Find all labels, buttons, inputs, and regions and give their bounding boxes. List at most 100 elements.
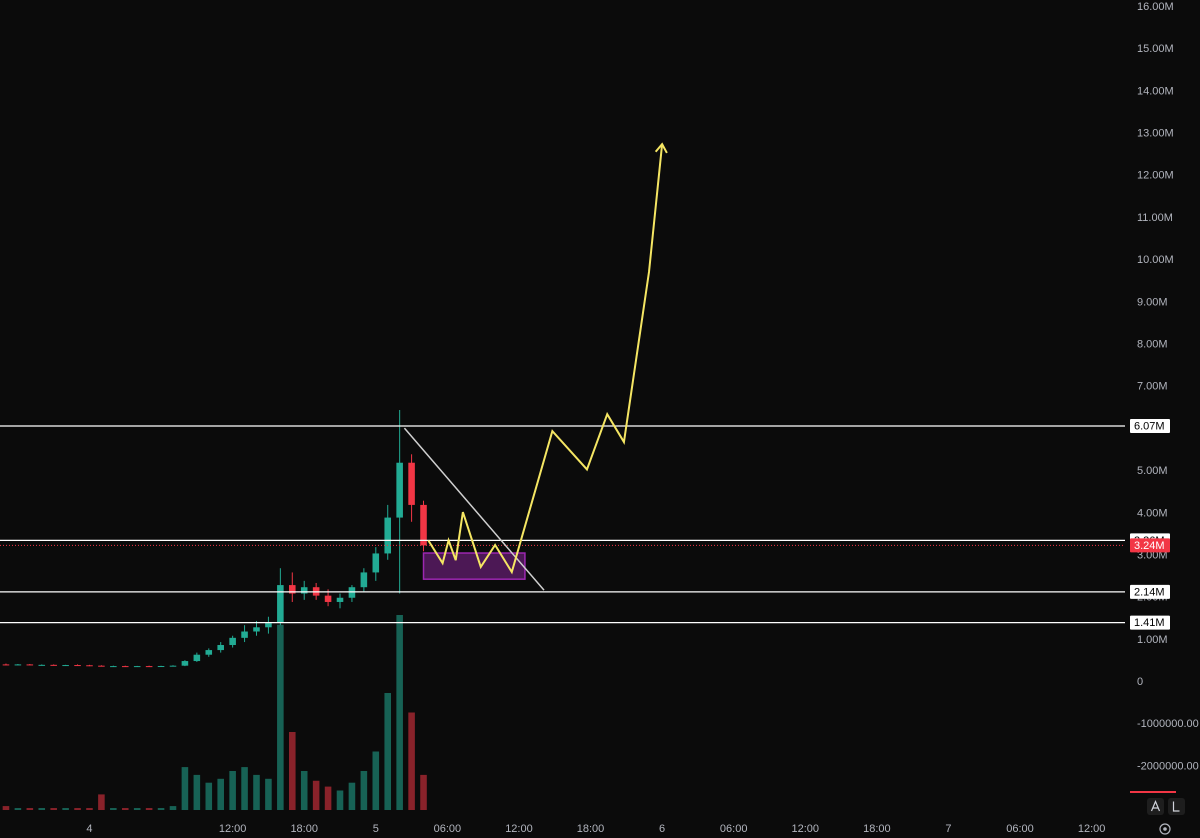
- volume-bar: [312, 780, 320, 810]
- candle-body: [26, 664, 34, 666]
- candle-body: [121, 666, 129, 668]
- trendline: [403, 427, 545, 591]
- candle-body: [98, 665, 105, 667]
- log-button[interactable]: [1168, 798, 1185, 815]
- y-tick-label: 15.00M: [1137, 43, 1174, 55]
- volume-bar: [265, 778, 272, 810]
- volume-bar: [145, 808, 153, 810]
- x-tick-label: 18:00: [290, 823, 318, 835]
- volume-bar: [62, 808, 69, 810]
- candle-body: [253, 627, 260, 632]
- candle-body: [157, 666, 165, 668]
- y-tick-label: 7.00M: [1137, 381, 1168, 393]
- y-tick-label: 5.00M: [1137, 465, 1168, 477]
- level-label-bg: [1130, 584, 1170, 599]
- log-icon[interactable]: [1172, 801, 1180, 812]
- volume-bar: [110, 808, 117, 810]
- candle-body: [169, 665, 177, 667]
- volume-pane: [2, 615, 427, 810]
- volume-bar: [26, 808, 34, 810]
- volume-bar: [14, 808, 22, 810]
- candle-body: [348, 587, 356, 598]
- volume-bar: [2, 806, 10, 810]
- volume-bar: [324, 786, 332, 810]
- candle-body: [420, 504, 427, 546]
- x-tick-label: 18:00: [863, 823, 891, 835]
- volume-bar: [50, 808, 57, 810]
- candle-body: [217, 645, 224, 651]
- gear-center[interactable]: [1163, 827, 1167, 831]
- volume-bar: [420, 774, 427, 810]
- x-tick-label: 12:00: [792, 823, 820, 835]
- auto-button[interactable]: [1147, 798, 1164, 815]
- level-label: 6.07M: [1134, 420, 1165, 432]
- drawings: [0, 142, 1125, 624]
- y-tick-label: 9.00M: [1137, 296, 1168, 308]
- volume-bar: [408, 712, 415, 810]
- volume-bar: [229, 771, 236, 810]
- volume-bar: [277, 624, 284, 810]
- candle-body: [74, 665, 81, 667]
- x-tick-label: 5: [373, 823, 379, 835]
- x-tick-label: 06:00: [434, 823, 462, 835]
- auto-icon[interactable]: [1150, 799, 1161, 812]
- y-tick-label: 0: [1137, 676, 1143, 688]
- level-label-bg: [1130, 615, 1170, 630]
- candle-body: [205, 650, 213, 655]
- level-label-bg: [1130, 419, 1170, 434]
- x-tick-label: 06:00: [1006, 823, 1034, 835]
- volume-bar: [348, 782, 356, 810]
- candle-body: [133, 666, 141, 668]
- candle-body: [336, 597, 344, 602]
- candle-body: [62, 665, 69, 667]
- candle-body: [50, 664, 57, 666]
- projection-arrowhead: [654, 142, 668, 154]
- candle-body: [277, 585, 284, 624]
- gear-icon[interactable]: [1159, 823, 1171, 835]
- projection-line: [427, 144, 664, 575]
- y-tick-label: 16.00M: [1137, 1, 1174, 13]
- volume-bar: [38, 808, 46, 810]
- volume-bar: [157, 808, 165, 810]
- candle-body: [265, 623, 272, 628]
- y-tick-label: -2000000.00: [1137, 760, 1199, 772]
- candles: [2, 409, 427, 668]
- candle-body: [2, 664, 10, 666]
- candle-body: [38, 664, 46, 666]
- y-tick-label: 4.00M: [1137, 507, 1168, 519]
- candle-body: [372, 553, 380, 573]
- axes: 16.00M 15.00M 14.00M 13.00M 12.00M 11.00M 10.0…: [86, 1, 1198, 835]
- button-bg[interactable]: [1168, 798, 1185, 815]
- settings-button[interactable]: [1159, 823, 1171, 835]
- volume-bar: [193, 774, 201, 810]
- candle-body: [289, 585, 296, 594]
- volume-bar: [74, 808, 81, 810]
- last-price-label-bg: [1130, 538, 1170, 553]
- x-tick-label: 06:00: [720, 823, 748, 835]
- volume-bar: [98, 794, 105, 810]
- volume-bar: [384, 693, 392, 810]
- candle-body: [384, 517, 392, 554]
- y-tick-label: 14.00M: [1137, 85, 1174, 97]
- x-tick-label: 7: [945, 823, 951, 835]
- last-price-label: 3.24M: [1134, 540, 1165, 552]
- x-tick-label: 12:00: [1078, 823, 1106, 835]
- volume-bar: [217, 778, 224, 810]
- candle-body: [229, 637, 236, 646]
- volume-bar: [300, 771, 308, 810]
- volume-bar: [253, 774, 260, 810]
- candle-body: [408, 462, 415, 505]
- x-tick-label: 4: [86, 823, 92, 835]
- x-tick-label: 12:00: [219, 823, 247, 835]
- candle-body: [145, 666, 153, 668]
- candle-body: [181, 661, 189, 666]
- zone-box: [422, 552, 526, 580]
- x-tick-label: 6: [659, 823, 665, 835]
- candle-body: [110, 666, 117, 668]
- x-tick-label: 12:00: [505, 823, 533, 835]
- candle-body: [396, 462, 403, 518]
- candle-body: [193, 654, 201, 662]
- y-tick-label: 1.00M: [1137, 634, 1168, 646]
